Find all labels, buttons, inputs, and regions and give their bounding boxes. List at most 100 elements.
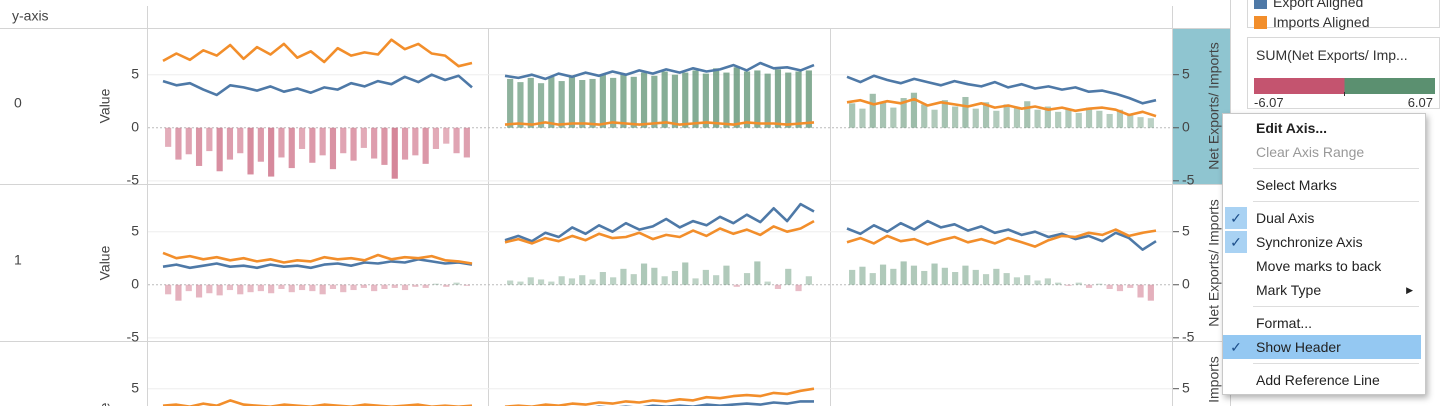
menu-item[interactable]: Mark Type ▶	[1223, 278, 1425, 302]
net-bar	[1003, 273, 1010, 285]
net-bar	[713, 275, 720, 285]
net-bar	[754, 70, 761, 128]
net-bar	[1096, 110, 1103, 128]
y2-tick-label: -5	[1182, 329, 1195, 345]
net-bar	[1003, 104, 1010, 128]
color-legend-title: SUM(Net Exports/ Imp...	[1256, 47, 1408, 63]
net-bar	[682, 262, 689, 285]
net-bar	[340, 127, 347, 154]
net-bar	[216, 284, 223, 296]
menu-separator	[1253, 201, 1419, 202]
net-bar	[268, 284, 275, 294]
net-bar	[443, 127, 450, 144]
net-bar	[401, 284, 409, 291]
net-bar	[216, 127, 223, 172]
check-mark: ✓	[1230, 339, 1242, 355]
net-bar	[558, 81, 565, 128]
menu-item[interactable]: Move marks to back	[1223, 254, 1425, 278]
net-bar	[1085, 107, 1093, 128]
menu-item[interactable]: ✓ Show Header	[1223, 335, 1421, 359]
net-bar	[610, 77, 617, 128]
series-line	[846, 74, 1157, 105]
net-bar	[785, 268, 792, 285]
net-bar	[972, 269, 979, 285]
net-bar	[517, 82, 524, 128]
net-bar	[1055, 111, 1062, 128]
y-axis-title: Value	[97, 402, 113, 406]
series-line	[162, 251, 473, 265]
menu-item[interactable]: ✓ Dual Axis	[1223, 206, 1425, 230]
y2-tick-label: -5	[1182, 172, 1195, 188]
net-bar	[849, 103, 856, 128]
net-bar	[288, 127, 295, 169]
net-bar	[1127, 115, 1134, 128]
menu-item[interactable]: Edit Axis...	[1223, 116, 1425, 140]
legend: Export Aligned Imports Aligned	[1247, 0, 1440, 30]
net-bar	[247, 284, 254, 293]
series-line	[162, 399, 473, 406]
net-bar	[671, 74, 679, 128]
net-bar	[599, 272, 606, 285]
net-bar	[1116, 284, 1124, 292]
menu-label: Move marks to back	[1256, 258, 1382, 274]
lines	[162, 38, 1157, 406]
net-bar	[805, 70, 812, 128]
menu-item[interactable]: ✓ Synchronize Axis	[1223, 230, 1425, 254]
row-label: 0	[14, 95, 22, 111]
net-bar	[391, 284, 398, 288]
net-bar	[278, 127, 285, 158]
menu-label: Mark Type	[1256, 282, 1322, 298]
net-bar	[340, 284, 347, 293]
net-bar	[879, 102, 887, 128]
net-bar	[972, 108, 979, 128]
net-bar	[941, 100, 948, 128]
net-bar	[795, 71, 802, 128]
net-bar	[401, 127, 409, 160]
net-bar	[723, 72, 730, 128]
net-bar	[931, 263, 938, 285]
net-bar	[1147, 118, 1154, 128]
series-line	[162, 258, 473, 270]
net-bar	[237, 284, 244, 295]
menu-separator	[1253, 168, 1419, 169]
net-bar	[298, 284, 306, 291]
context-menu: Edit Axis... Clear Axis Range Select Marks…	[1222, 113, 1426, 395]
net-bar	[692, 70, 699, 128]
net-bar	[589, 279, 596, 285]
net-bar	[733, 67, 740, 128]
net-bar	[743, 273, 751, 285]
net-bar	[329, 284, 337, 289]
menu-item[interactable]: Format...	[1223, 311, 1425, 335]
y-tick-label: 5	[131, 65, 139, 81]
y2-axis-title: Net Exports/ Imports	[1206, 199, 1222, 327]
net-bar	[226, 284, 234, 291]
color-legend: SUM(Net Exports/ Imp... -6.07 6.07	[1247, 37, 1440, 110]
menu-item[interactable]: Select Marks	[1223, 173, 1425, 197]
net-bar	[849, 269, 856, 285]
net-bar	[1106, 113, 1113, 128]
series-line	[504, 61, 815, 81]
net-bar	[610, 277, 617, 285]
net-bar	[422, 284, 429, 288]
net-bar	[329, 127, 337, 170]
net-bar	[900, 261, 907, 285]
y-tick-label: -5	[127, 172, 140, 188]
menu-item[interactable]: Add Reference Line	[1223, 368, 1425, 392]
ramp-positive	[1344, 78, 1435, 94]
net-bar	[805, 276, 812, 285]
net-bar	[1096, 283, 1103, 285]
net-bar	[422, 127, 429, 164]
net-bar	[507, 78, 514, 128]
net-bar	[993, 110, 1000, 128]
legend-swatch	[1254, 16, 1267, 29]
net-bar	[1044, 106, 1051, 128]
net-bar	[206, 284, 213, 294]
net-bar	[537, 279, 545, 285]
net-bar	[661, 276, 668, 285]
net-bar	[527, 277, 534, 285]
net-bar	[579, 80, 586, 128]
y2-tick-label: 5	[1182, 222, 1190, 238]
net-bar	[982, 102, 990, 128]
y2-tick-label: 5	[1182, 65, 1190, 81]
bars	[165, 67, 1154, 301]
